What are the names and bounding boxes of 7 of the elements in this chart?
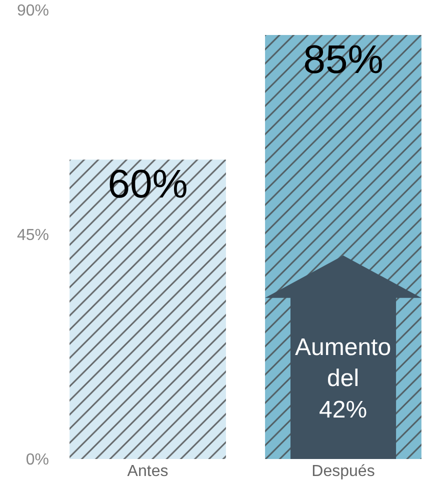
y-tick-label: 45% [16, 227, 49, 244]
x-tick-label: Después [312, 463, 375, 480]
y-tick-label: 90% [16, 2, 49, 20]
data-label: 85% [303, 38, 384, 82]
annotation: Aumento del 42% [295, 334, 392, 424]
y-tick-label: 0% [26, 452, 49, 469]
x-tick-label: Antes [127, 463, 168, 480]
